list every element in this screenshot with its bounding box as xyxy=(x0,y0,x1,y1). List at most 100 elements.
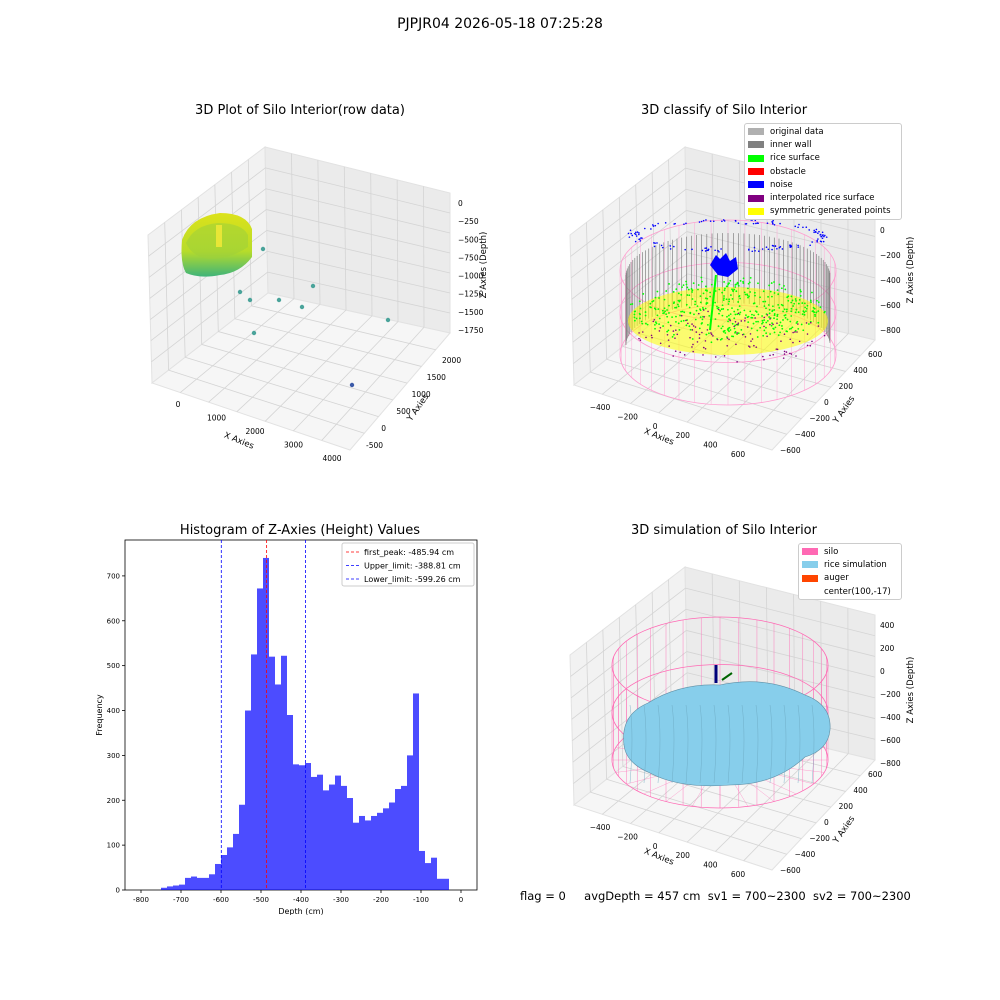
y-tick-label: 0 xyxy=(116,887,120,895)
cls-rice-point xyxy=(757,313,760,316)
cls-rice-point xyxy=(731,288,733,291)
cls-rice-point xyxy=(788,328,791,330)
cls-interp-point xyxy=(668,345,670,347)
cls-interp-point xyxy=(766,314,769,316)
y-tick-label: 200 xyxy=(107,797,120,805)
cls-noise-point xyxy=(634,240,637,243)
cls-interp-point xyxy=(735,343,737,346)
cls-rice-point xyxy=(732,290,735,293)
cls-noise-point xyxy=(754,249,756,252)
cls-interp-point xyxy=(698,333,701,336)
sim-grid-line xyxy=(590,791,787,855)
cls-rice-point xyxy=(738,305,741,308)
raw-3d-plot: 01000200030004000-50005001000150020000−2… xyxy=(147,146,489,463)
cls-noise-point xyxy=(814,230,817,233)
cls-interp-point xyxy=(651,336,653,339)
cls-rice-point xyxy=(728,300,731,303)
raw-grid-line xyxy=(236,309,347,413)
cls-rice-point xyxy=(783,285,785,287)
raw-grid-line xyxy=(181,209,186,358)
classify-legend-item: inner wall xyxy=(748,138,898,151)
cls-rice-point xyxy=(810,301,812,304)
cls-rice-point xyxy=(773,292,776,294)
classify-legend-item: original data xyxy=(748,125,898,138)
cls-rice-point xyxy=(702,292,705,295)
cls-rice-point xyxy=(765,307,767,310)
cls-noise-point xyxy=(813,231,815,234)
cls-rice-point xyxy=(803,302,806,305)
cls-interp-point xyxy=(736,361,738,363)
cls-rice-point xyxy=(688,294,691,297)
cls-rice-point xyxy=(747,287,749,290)
cls-rice-point xyxy=(633,316,636,319)
cls-rice-point xyxy=(743,291,746,294)
cls-noise-point xyxy=(808,229,810,231)
cls-rice-point xyxy=(682,319,685,322)
cls-rice-point xyxy=(702,315,704,318)
cls-noise-point xyxy=(651,224,654,226)
cls-grid-line xyxy=(586,222,591,373)
cls-rice-point xyxy=(693,313,695,316)
simulation-legend-item: auger xyxy=(802,572,898,585)
cls-rice-point xyxy=(728,326,731,329)
cls-rice-point xyxy=(776,315,779,318)
cls-rice-point xyxy=(790,295,793,298)
histogram-bar xyxy=(323,790,329,890)
legend-label: Upper_limit: -388.81 cm xyxy=(364,562,461,571)
cls-rice-point xyxy=(789,320,792,323)
cls-rice-point xyxy=(733,327,736,330)
cls-rice-point xyxy=(798,298,801,301)
cls-rice-point xyxy=(791,326,794,329)
raw-x-tick: 0 xyxy=(176,400,181,409)
cls-interp-point xyxy=(703,316,706,318)
cls-y-tick: −400 xyxy=(795,430,816,439)
cls-rice-point xyxy=(737,301,740,303)
cls-rice-point xyxy=(772,328,775,330)
cls-noise-point xyxy=(631,234,634,237)
cls-rice-point xyxy=(650,306,652,309)
cls-rice-point xyxy=(694,303,696,306)
cls-interp-point xyxy=(698,337,701,339)
cls-noise-point xyxy=(821,231,824,234)
cls-noise-point xyxy=(707,248,710,251)
histogram-bar xyxy=(305,763,311,890)
cls-rice-point xyxy=(773,331,776,334)
cls-rice-point xyxy=(769,333,771,335)
histogram-bar xyxy=(335,775,341,890)
cls-rice-point xyxy=(740,328,743,331)
sim-grid-line xyxy=(602,629,607,780)
cls-rice-point xyxy=(781,327,784,330)
cls-interp-point xyxy=(823,334,826,337)
raw-z-tick: −750 xyxy=(458,253,479,262)
cls-rice-point xyxy=(699,309,702,312)
cls-rice-point xyxy=(679,314,681,317)
cls-rice-point xyxy=(699,316,702,319)
cls-rice-point xyxy=(784,288,787,291)
cls-rice-point xyxy=(731,307,733,310)
cls-rice-point xyxy=(675,315,677,318)
cls-rice-point xyxy=(717,325,720,328)
cls-rice-point xyxy=(733,288,736,291)
cls-interp-point xyxy=(737,322,740,325)
cls-rice-point xyxy=(791,299,794,302)
sim-rice-mesh xyxy=(783,704,787,784)
cls-rice-point xyxy=(729,279,732,282)
cls-rice-point xyxy=(663,311,666,314)
cls-rice-point xyxy=(668,283,670,285)
cls-noise-point xyxy=(779,245,782,248)
cls-grid-line xyxy=(622,346,817,404)
cls-noise-point xyxy=(820,235,823,238)
cls-noise-point xyxy=(704,250,707,252)
sim-grid-line xyxy=(618,617,624,767)
cls-rice-point xyxy=(708,332,710,335)
histogram-bar xyxy=(425,863,431,890)
cls-rice-point xyxy=(706,323,709,326)
cls-rice-point xyxy=(754,294,756,297)
cls-noise-point xyxy=(710,245,712,248)
cls-rice-point xyxy=(745,314,747,317)
cls-noise-point xyxy=(664,222,667,224)
cls-noise-point xyxy=(650,228,652,230)
legend-label: Lower_limit: -599.26 cm xyxy=(364,575,461,584)
cls-rice-point xyxy=(685,303,688,306)
cls-rice-point xyxy=(776,313,779,316)
